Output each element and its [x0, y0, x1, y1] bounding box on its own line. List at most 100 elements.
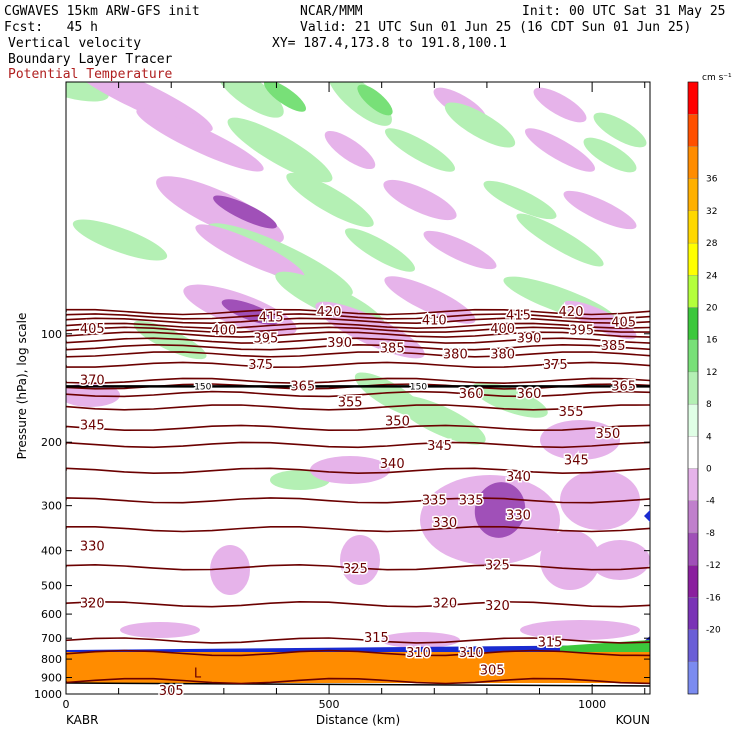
location-marker-icon: [644, 510, 650, 522]
y-tick-label: 600: [41, 608, 62, 621]
theta-label: 420: [559, 305, 584, 320]
field-vertical-velocity: Vertical velocity: [8, 36, 142, 51]
velocity-blob: [520, 620, 640, 640]
colorbar: -20 -16 -12 -8 -4 0 4 8 12 16 20 24 28 32 36 cm s⁻¹: [687, 73, 732, 695]
colorbar-label: 20: [706, 303, 718, 313]
x-tick-label: 0: [63, 698, 70, 711]
colorbar-segment: [687, 339, 699, 373]
velocity-blob: [357, 84, 393, 116]
theta-contour: [66, 326, 650, 333]
colorbar-label: -12: [706, 561, 721, 571]
colorbar-segment: [687, 146, 699, 179]
boundary-layer-field: [66, 636, 650, 694]
colorbar-label: 4: [706, 432, 712, 442]
theta-label: 365: [611, 379, 636, 394]
low-marker: L: [194, 667, 202, 682]
x-endpoint-right: KOUN: [616, 713, 650, 727]
velocity-blob: [384, 276, 476, 324]
y-tick-label: 700: [41, 632, 62, 645]
tropopause-label: 150: [410, 382, 427, 392]
plot-frame: [65, 81, 651, 695]
theta-label: 380: [443, 347, 468, 362]
theta-label: 385: [380, 342, 405, 357]
colorbar-segment: [687, 114, 699, 147]
velocity-blob: [156, 176, 284, 244]
theta-contour: [66, 322, 650, 330]
theta-contour: [66, 351, 650, 358]
velocity-blob: [328, 82, 392, 126]
theta-contour: [66, 563, 650, 571]
velocity-blob: [264, 82, 306, 112]
y-tick-label: 100: [41, 328, 62, 341]
theta-contour: [66, 361, 650, 369]
velocity-blob: [66, 82, 109, 102]
x-endpoint-left: KABR: [66, 713, 98, 727]
velocity-blob: [227, 117, 333, 183]
theta-label: 345: [80, 419, 105, 434]
velocity-blob: [195, 224, 305, 280]
colorbar-segment: [687, 661, 699, 695]
theta-label: 375: [248, 358, 273, 373]
velocity-blob: [474, 482, 526, 538]
colorbar-frame: [687, 81, 699, 695]
theta-contour: [66, 497, 650, 504]
forecast-hour: Fcst: 45 h: [4, 20, 98, 35]
terrain-line: [66, 682, 650, 687]
theta-label: 305: [159, 684, 184, 699]
y-tick-label: 500: [41, 580, 62, 593]
y-tick-label: 1000: [34, 688, 62, 701]
colorbar-segment: [687, 242, 699, 276]
theta-contour: [66, 649, 650, 657]
colorbar-label: 28: [706, 239, 718, 249]
theta-contour: [66, 525, 650, 533]
colorbar-segment: [687, 436, 699, 469]
velocity-blob: [483, 180, 557, 220]
colorbar-units: cm s⁻¹: [702, 73, 732, 83]
velocity-blob: [67, 82, 213, 133]
colorbar-label: -8: [706, 529, 715, 539]
x-tick-label: 500: [319, 698, 340, 711]
below-ground: [66, 683, 650, 694]
theta-label: 330: [432, 516, 457, 531]
theta-label: 390: [327, 336, 352, 351]
y-tick-label: 300: [41, 500, 62, 513]
theta-label: 405: [80, 322, 105, 337]
velocity-blob: [563, 300, 637, 340]
velocity-blob: [423, 230, 497, 270]
velocity-blob: [593, 112, 647, 148]
theta-label: 400: [490, 322, 515, 337]
field-potential-temperature: Potential Temperature: [8, 67, 173, 82]
theta-label: 340: [380, 457, 405, 472]
velocity-blob: [120, 622, 200, 638]
theta-contour: [66, 317, 650, 325]
theta-contour: [66, 424, 650, 432]
theta-label: 365: [290, 379, 315, 394]
colorbar-segment: [687, 275, 699, 308]
theta-label: 345: [427, 439, 452, 454]
theta-label: 415: [259, 310, 284, 325]
theta-label: 335: [422, 493, 447, 508]
theta-label: 320: [432, 596, 457, 611]
theta-contour: [66, 343, 650, 351]
theta-contour: [66, 467, 650, 475]
velocity-blob: [383, 179, 457, 221]
valid-time: Valid: 21 UTC Sun 01 Jun 25 (16 CDT Sun …: [300, 20, 692, 35]
colorbar-segment: [687, 500, 699, 534]
theta-label: 345: [564, 454, 589, 469]
theta-contour: [66, 308, 650, 316]
theta-label: 340: [506, 470, 531, 485]
y-tick-label: 800: [41, 653, 62, 666]
colorbar-label: 36: [706, 175, 718, 185]
theta-label: 320: [80, 596, 105, 611]
velocity-blob: [394, 395, 486, 445]
organization: NCAR/MMM: [300, 4, 363, 19]
theta-label: 315: [364, 631, 389, 646]
velocity-blob: [533, 87, 587, 123]
theta-label: 335: [459, 493, 484, 508]
theta-label: 330: [80, 540, 105, 555]
velocity-blob: [72, 219, 168, 261]
colorbar-segment: [687, 178, 699, 211]
theta-label: 395: [569, 324, 594, 339]
colorbar-segment: [687, 403, 699, 437]
y-axis-title: Pressure (hPa), log scale: [15, 313, 29, 460]
